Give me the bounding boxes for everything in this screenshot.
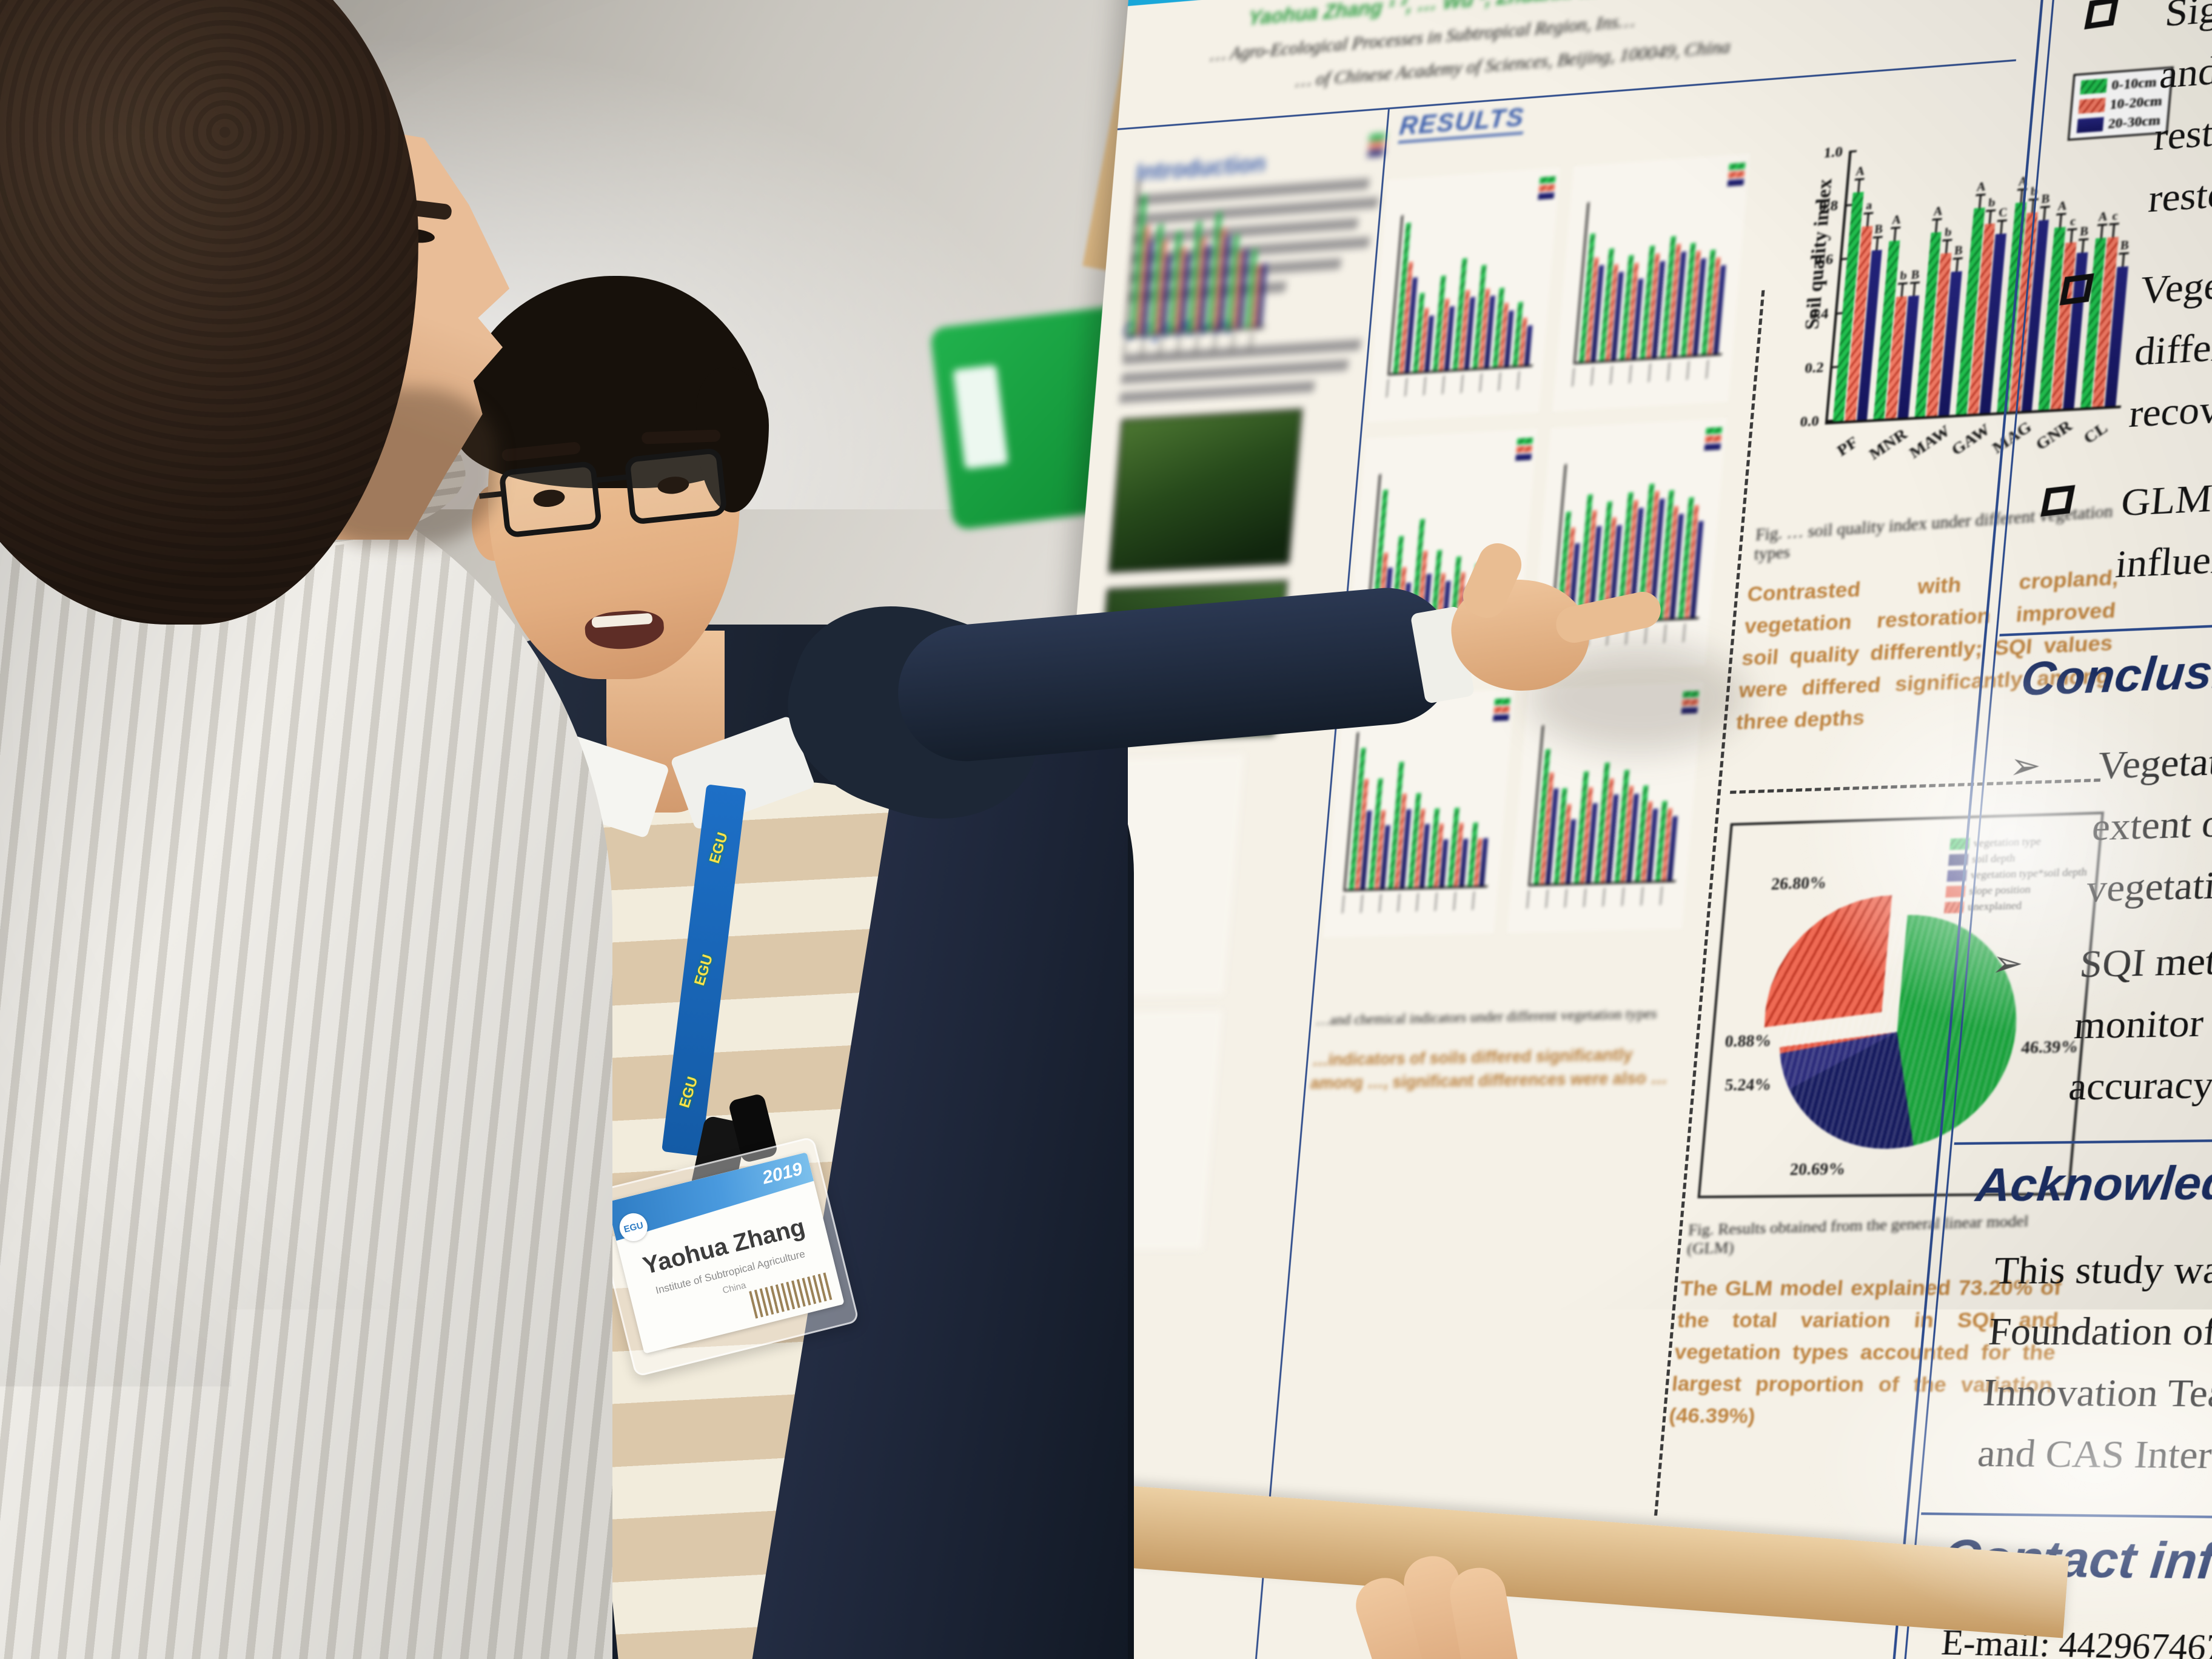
acknowledgments-text: This study was supporte Foundation of Ch… — [1949, 1235, 2212, 1494]
text-line-placeholder — [1121, 360, 1349, 384]
square-bullet-icon — [2060, 273, 2094, 306]
mini-chart-plot — [1574, 192, 1736, 364]
glasses-bridge — [594, 474, 629, 483]
conclusion-line: Vegetation restor — [2095, 699, 2212, 797]
mini-chart-plot — [1388, 206, 1547, 375]
mini-chart-grid — [1319, 153, 1761, 976]
significance-letter: A — [1891, 214, 1901, 227]
conclusions-bullet-2: ➢ SQI method is a us monitor soil quali … — [1982, 910, 2212, 1119]
arrow-bullet-icon: ➢ — [2008, 743, 2043, 788]
x-tick-label: MAW — [1906, 422, 1953, 463]
mini-chart-legend — [1493, 699, 1510, 722]
mini-chart-legend — [1704, 427, 1722, 451]
mini-chart-plot — [1344, 727, 1501, 891]
y-tick-label: 0.8 — [1808, 198, 1838, 216]
y-tick-mark — [1830, 366, 1838, 368]
y-tick-mark — [1835, 312, 1843, 315]
x-tick-label: GAW — [1948, 420, 1992, 460]
exit-sign-icon — [953, 364, 1008, 469]
error-bar — [1876, 236, 1879, 250]
significance-letter: b — [1944, 227, 1952, 240]
error-bar — [2000, 220, 2003, 233]
figure3-caption: …and chemical indicators under different… — [1315, 1005, 1693, 1030]
pie-label-unexplained: 26.80% — [1771, 873, 1828, 894]
significance-letter: a — [1865, 199, 1872, 213]
y-tick-label: 0.6 — [1803, 252, 1834, 270]
mini-chart-legend — [1728, 163, 1746, 186]
error-bar — [1979, 194, 1982, 208]
square-bullet-icon — [2084, 0, 2119, 30]
error-bar — [1989, 210, 1992, 224]
egu-logo-text: EGU — [623, 1220, 645, 1235]
arrow-bullet-icon: ➢ — [1990, 941, 2025, 985]
significance-letter: B — [1874, 223, 1883, 236]
y-tick-mark — [1825, 420, 1833, 422]
significance-letter: C — [1998, 207, 2008, 220]
acknowledgment-line: This study was supporte — [1991, 1235, 2212, 1301]
y-tick-label: 0.0 — [1789, 413, 1820, 432]
mini-chart-legend — [1515, 438, 1533, 461]
watermark: hzybhzs.com — [1995, 1615, 2191, 1646]
square-bullet-icon — [2040, 485, 2075, 517]
acknowledgment-line: Innovation Team Project o — [1980, 1362, 2212, 1429]
lanyard-egu-logo: EGU — [676, 1075, 702, 1110]
pie-label-soil-depth: 20.69% — [1789, 1159, 1846, 1179]
mini-chart — [1367, 167, 1560, 423]
y-tick-label: 1.0 — [1813, 144, 1843, 163]
lanyard-egu-logo: EGU — [691, 953, 717, 988]
mini-chart-legend — [1538, 176, 1555, 200]
error-bar — [1866, 212, 1869, 226]
mini-chart-x-axis — [1572, 359, 1721, 386]
scientific-poster: Effects of Vegetation Res Yaohua Zhang ¹… — [964, 0, 2212, 1659]
error-bar — [1857, 178, 1860, 192]
significance-letter: B — [1911, 269, 1920, 283]
y-tick-label: 0.2 — [1794, 359, 1825, 378]
acknowledgment-line: Foundation of China — [1986, 1299, 2212, 1364]
results-header: RESULTS — [1398, 102, 1526, 144]
acknowledgments-header: Acknowledgments — [1974, 1153, 2212, 1212]
pie-label-slope: 0.88% — [1724, 1031, 1772, 1051]
error-bar — [1935, 218, 1938, 232]
mini-chart-plot — [1125, 169, 1278, 337]
mini-chart-x-axis — [1386, 370, 1532, 398]
significance-letter: b — [1988, 196, 1996, 210]
y-tick-label: 0.4 — [1798, 305, 1829, 324]
lanyard-egu-logo: EGU — [706, 830, 732, 865]
discussion-bullet-1: Significant and chemic restored veg rest… — [2061, 0, 2212, 235]
y-tick-mark — [1849, 150, 1857, 153]
error-bar — [1945, 240, 1948, 253]
x-tick-label: PF — [1834, 433, 1861, 460]
significance-letter: B — [1954, 245, 1963, 258]
conclusion-line: SQI method is a us — [2077, 910, 2212, 995]
significance-letter: b — [1899, 270, 1907, 283]
error-bar — [1956, 258, 1959, 272]
person-left-striped-shirt — [0, 461, 612, 1659]
acknowledgment-line: and CAS Interdisciplinary In — [1975, 1423, 2212, 1494]
text-line-placeholder — [1119, 381, 1315, 403]
divider — [1954, 1129, 2212, 1145]
error-bar — [1912, 282, 1915, 296]
error-bar — [1894, 227, 1897, 241]
significance-letter: A — [1933, 206, 1943, 219]
conference-photo: Effects of Vegetation Res Yaohua Zhang ¹… — [0, 0, 2212, 1659]
discussion-line: Significant — [2162, 0, 2212, 44]
orange-note-indicators: …indicators of soils differed significan… — [1309, 1042, 1689, 1095]
field-photo-1 — [1108, 409, 1302, 573]
mini-chart-x-axis — [1526, 886, 1675, 908]
significance-letter: A — [1976, 181, 1986, 195]
y-tick-mark — [1844, 204, 1852, 207]
pie-label-interaction: 5.24% — [1724, 1075, 1772, 1095]
divider — [1921, 1512, 2212, 1528]
x-tick-label: MNR — [1866, 425, 1911, 464]
mini-chart-legend — [1368, 133, 1386, 156]
y-tick-mark — [1840, 258, 1848, 261]
conclusions-header: Conclusions — [2019, 640, 2212, 706]
significance-letter: A — [1855, 166, 1865, 179]
conclusions-bullet-1: ➢ Vegetation restor extent of the vegeta… — [2000, 699, 2212, 922]
error-bar — [1900, 283, 1903, 297]
badge-card: EGU 2019 Yaohua Zhang Institute of Subtr… — [606, 1152, 844, 1354]
mini-chart — [1552, 153, 1750, 412]
mini-chart-x-axis — [1341, 891, 1487, 914]
